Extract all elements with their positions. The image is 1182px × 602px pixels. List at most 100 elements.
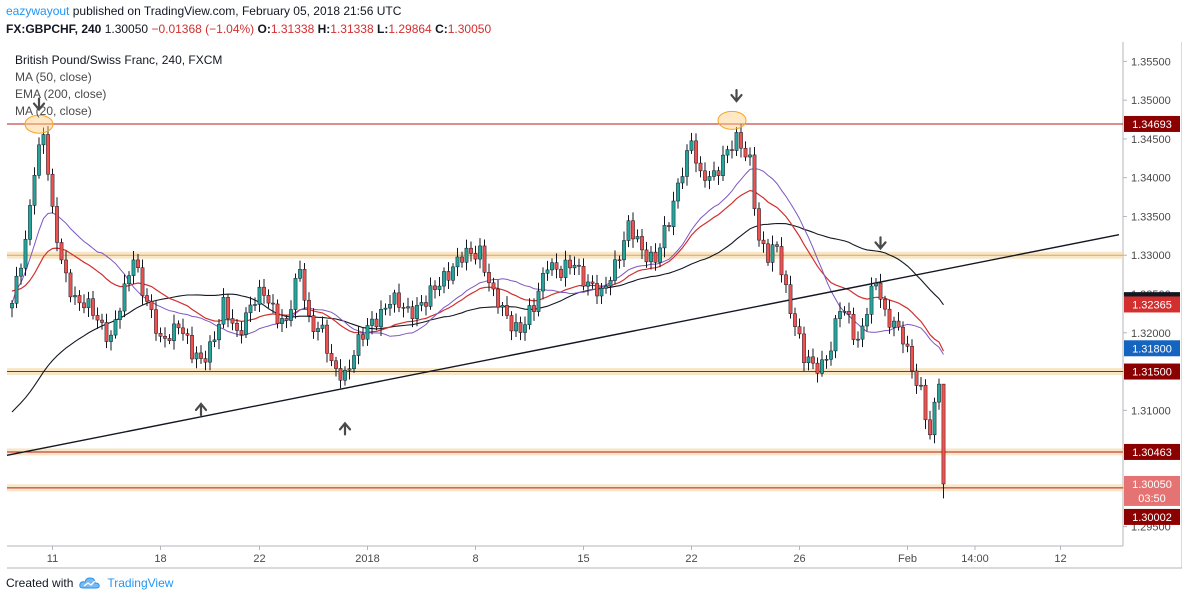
y-tick-label: 1.35000 [1131, 95, 1171, 107]
candle-body [685, 150, 689, 177]
brand-label: TradingView [107, 576, 174, 590]
candle-body [869, 285, 874, 315]
candle [356, 326, 361, 365]
candle-body [370, 318, 374, 326]
candle [496, 279, 500, 314]
candle [712, 161, 716, 181]
legend-ma50[interactable]: MA (50, close) [15, 70, 92, 84]
candle-body [383, 307, 388, 310]
close-label: C: [435, 22, 448, 36]
candle [554, 253, 559, 279]
candle-body [811, 356, 815, 364]
candle-body [181, 327, 185, 334]
legend-ma20[interactable]: MA (20, close) [15, 104, 92, 118]
x-tick-label: 2018 [355, 553, 379, 565]
candle-body [856, 338, 860, 341]
candle [887, 299, 892, 334]
x-tick-label: 11 [47, 553, 58, 565]
candle-body [239, 330, 244, 335]
arrow-up-icon [194, 402, 208, 417]
candle [280, 309, 284, 333]
legend-ema200[interactable]: EMA (200, close) [15, 87, 107, 101]
price-tag-label: 1.31500 [1132, 367, 1172, 379]
candle [784, 270, 788, 294]
candle [190, 326, 194, 364]
candle [14, 266, 19, 309]
candle [248, 296, 253, 322]
candle-body [739, 132, 743, 149]
candle [779, 237, 784, 283]
candle [725, 145, 730, 164]
candle-body [527, 305, 532, 325]
candle [253, 297, 257, 311]
cloud-icon [79, 577, 101, 589]
candle-body [248, 304, 253, 314]
quote-bar: FX:GBPCHF, 240 1.30050 −0.01368 (−1.04%)… [6, 22, 491, 36]
candle [343, 366, 347, 386]
candle-body [865, 314, 869, 327]
candle [487, 263, 491, 292]
candle-body [815, 362, 820, 374]
candle-body [806, 356, 811, 363]
candle [676, 178, 680, 209]
author-link[interactable]: eazywayout [6, 4, 70, 18]
created-with-label: Created with [6, 576, 74, 590]
candle-body [100, 319, 104, 323]
candle-body [563, 259, 568, 278]
candle [532, 298, 536, 321]
candle-body [541, 272, 545, 292]
candle [176, 320, 181, 335]
plot-area [7, 42, 1123, 546]
candle [788, 275, 793, 319]
candle-body [320, 324, 325, 329]
x-tick-label: 22 [253, 553, 265, 565]
candle-body [892, 320, 896, 328]
candle-body [550, 262, 554, 271]
candle-body [433, 285, 437, 290]
candle-body [262, 286, 266, 296]
candle-body [293, 278, 298, 310]
candle-body [518, 322, 523, 333]
candle-body [410, 306, 415, 319]
candle [631, 212, 635, 248]
price-tag-label: 1.31800 [1132, 343, 1172, 355]
candle-body [896, 320, 901, 328]
candle [797, 318, 802, 339]
candle-body [941, 383, 946, 485]
candle [919, 376, 923, 391]
candle [235, 319, 239, 338]
price-tag [1124, 296, 1180, 313]
candle [37, 137, 41, 179]
candle-body [887, 308, 892, 328]
candle [217, 319, 221, 350]
candle [158, 327, 163, 343]
candle-body [158, 333, 163, 337]
candle [892, 316, 896, 337]
candle-body [365, 325, 370, 340]
x-tick-label: 18 [154, 553, 166, 565]
candle [860, 318, 865, 348]
candle [523, 316, 527, 341]
candle [923, 379, 928, 430]
candle-body [883, 299, 887, 310]
candle-body [23, 239, 28, 269]
candle-body [680, 176, 685, 184]
candle [856, 331, 860, 348]
candle [941, 383, 946, 499]
open-label: O: [257, 22, 271, 36]
candle-body [491, 282, 496, 290]
candle-body [307, 299, 311, 316]
candle [194, 346, 199, 369]
candle [883, 295, 887, 317]
candle [757, 202, 761, 247]
candle [334, 356, 338, 377]
candle [842, 306, 847, 316]
candle [293, 273, 298, 319]
candle-body [131, 259, 136, 276]
candle [136, 253, 140, 273]
candle-body [752, 154, 757, 209]
candle-body [41, 134, 46, 146]
tradingview-brand[interactable]: TradingView [79, 576, 173, 590]
candle-body [77, 295, 82, 304]
